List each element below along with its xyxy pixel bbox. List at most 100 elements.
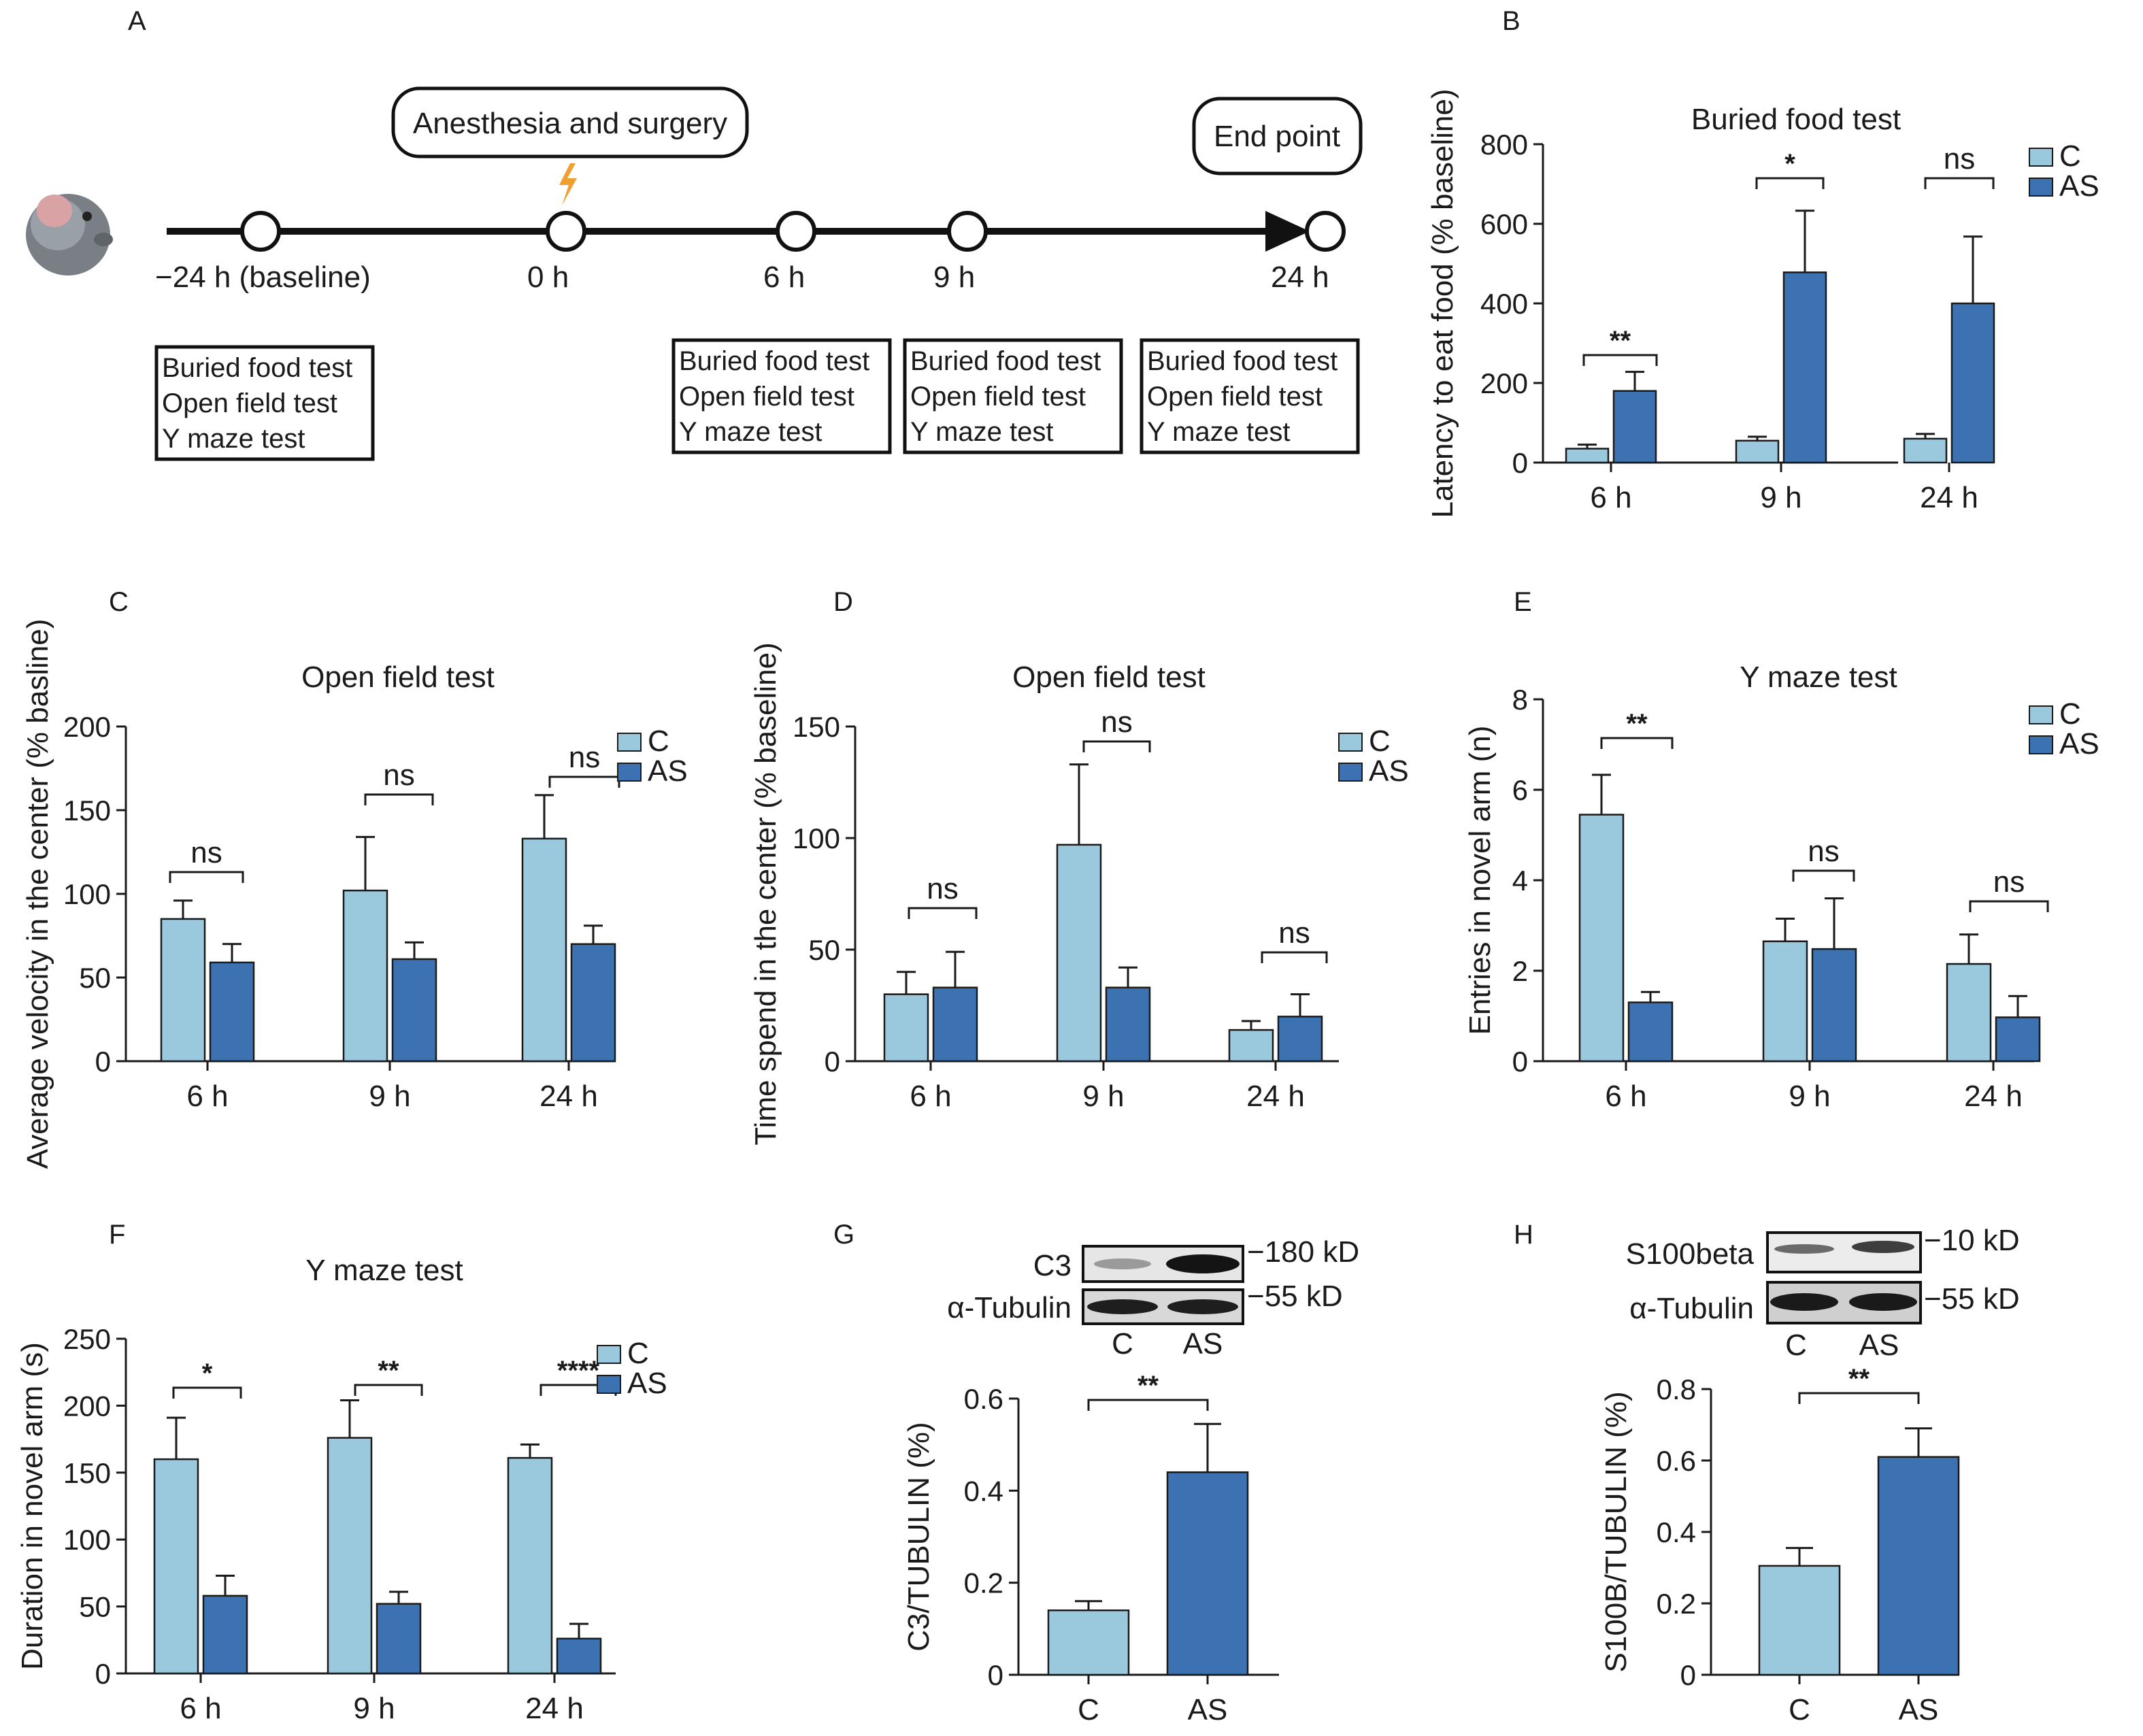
- bar-as: [1950, 302, 1995, 464]
- bar-as: [376, 1603, 422, 1675]
- bar-c: [1578, 814, 1625, 1063]
- y-axis-label: S100B/TUBULIN (%): [1599, 1391, 1633, 1672]
- legend-swatch-c: [1338, 733, 1363, 752]
- y-tick-label: 0: [1512, 1046, 1528, 1078]
- x-tick-label: 6 h: [910, 1080, 951, 1113]
- x-tick-label: 9 h: [1760, 481, 1801, 514]
- timepoint-label-0h: 0 h: [527, 261, 569, 294]
- significance-bracket: [908, 907, 978, 919]
- mouse-illustration: [26, 194, 113, 276]
- bar-c: [327, 1437, 373, 1675]
- y-tick-label: 600: [1480, 208, 1528, 240]
- y-tick-label: 200: [63, 711, 111, 743]
- blot-size-label: −55 kD: [1247, 1280, 1343, 1313]
- y-axis-label: Latency to eat food (% baseline): [1426, 88, 1459, 518]
- significance-label: **: [1137, 1371, 1159, 1401]
- legend-swatch-as: [597, 1375, 621, 1394]
- timepoint-label-baseline: −24 h (baseline): [155, 261, 371, 294]
- chart-e: 0 2 4 6 8 Entries in novel arm (n) Y maze test…: [1463, 661, 2099, 1113]
- timepoint-marker-9h: [947, 211, 988, 252]
- significance-label: ****: [557, 1356, 600, 1386]
- significance-bracket: [364, 793, 434, 805]
- y-axis-label: Time spend in the center (% baseline): [749, 642, 782, 1145]
- test-box-line: Open field test: [679, 382, 854, 412]
- significance-label: ns: [1808, 835, 1839, 868]
- y-tick-label: 0.6: [964, 1383, 1003, 1415]
- bar-c: [507, 1456, 553, 1675]
- test-box-line: Buried food test: [910, 346, 1101, 376]
- x-tick-label: C: [1078, 1693, 1099, 1726]
- timepoint-label-6h: 6 h: [763, 261, 805, 294]
- chart-h: 0 0.2 0.4 0.6 0.8 S100B/TUBULIN (%) C AS **: [1599, 1364, 1960, 1726]
- significance-bracket: [1755, 177, 1825, 189]
- significance-bracket: [1969, 900, 2049, 912]
- y-tick-label: 0: [988, 1659, 1003, 1691]
- x-tick-label: 9 h: [1789, 1080, 1830, 1113]
- panel-letter-d: D: [833, 587, 853, 617]
- bar-as: [1105, 986, 1151, 1063]
- y-tick-label: 200: [1480, 367, 1528, 399]
- x-tick-label: 9 h: [353, 1692, 395, 1725]
- test-box-6h: Buried food test Open field test Y maze …: [671, 338, 892, 454]
- legend-label-c: C: [1369, 724, 1391, 758]
- blot-band-label: S100beta: [1626, 1237, 1755, 1271]
- x-tick-label: C: [1789, 1693, 1810, 1726]
- y-axis-label: Duration in novel arm (s): [16, 1342, 49, 1670]
- test-box-line: Buried food test: [679, 346, 869, 376]
- y-tick-label: 0.8: [1657, 1373, 1696, 1405]
- bar-as: [1277, 1016, 1323, 1063]
- x-tick-label: 9 h: [369, 1080, 410, 1113]
- x-tick-label: 24 h: [1964, 1080, 2023, 1113]
- y-tick-label: 150: [63, 1457, 111, 1489]
- significance-label: *: [1784, 149, 1795, 179]
- bar-c: [1762, 940, 1808, 1063]
- y-tick-label: 0.4: [1657, 1516, 1696, 1548]
- y-axis-label: Average velocity in the center (% baslin…: [21, 619, 54, 1169]
- y-axis-label: Entries in novel arm (n): [1463, 726, 1497, 1035]
- panel-a: A −24 h (baseline) 0 h 6 h 9 h 24 h Anes…: [26, 6, 1363, 461]
- bar-as: [1627, 1001, 1674, 1063]
- significance-label: **: [1626, 709, 1648, 739]
- x-tick-label: 24 h: [525, 1692, 584, 1725]
- chart-title: Buried food test: [1691, 103, 1901, 136]
- blot-size-label: −55 kD: [1924, 1282, 2020, 1316]
- significance-bracket: [1798, 1392, 1920, 1404]
- x-tick-label: 24 h: [1920, 481, 1978, 514]
- significance-bracket: [1924, 177, 1995, 189]
- x-tick-label: 6 h: [1590, 481, 1631, 514]
- test-box-line: Y maze test: [679, 417, 822, 447]
- timepoint-marker-baseline: [240, 211, 281, 252]
- bar-as: [209, 961, 255, 1063]
- blot-lane-label: C: [1785, 1329, 1807, 1362]
- timeline-arrowhead: [1265, 211, 1310, 252]
- significance-label: **: [1848, 1364, 1870, 1394]
- test-box-line: Buried food test: [1147, 346, 1338, 376]
- test-box-line: Y maze test: [162, 424, 305, 454]
- bar-c: [342, 889, 388, 1063]
- chart-title: Y maze test: [1740, 661, 1897, 694]
- timepoint-marker-6h: [776, 211, 816, 252]
- y-tick-label: 4: [1512, 865, 1528, 897]
- chart-c: 0 50 100 150 200 Average velocity in the cent…: [21, 619, 688, 1169]
- significance-bracket: [1582, 354, 1658, 366]
- y-tick-label: 150: [63, 795, 111, 827]
- significance-label: ns: [569, 741, 600, 774]
- y-tick-label: 150: [793, 711, 840, 743]
- test-box-baseline: Buried food test Open field test Y maze …: [154, 345, 375, 461]
- chart-title: Open field test: [1012, 661, 1206, 694]
- legend-swatch-c: [597, 1345, 621, 1364]
- significance-label: **: [1610, 326, 1631, 356]
- significance-label: ns: [927, 872, 958, 905]
- chart-d: 0 50 100 150 Time spend in the center (% bas…: [749, 642, 1409, 1145]
- x-tick-label: 24 h: [1246, 1080, 1305, 1113]
- legend-label-as: AS: [627, 1367, 667, 1400]
- timepoint-marker-0h: [546, 211, 586, 252]
- y-tick-label: 200: [63, 1390, 111, 1422]
- bar-as: [1811, 948, 1857, 1063]
- bar-c: [1946, 963, 1992, 1063]
- blot-band-label: C3: [1033, 1249, 1072, 1282]
- y-tick-label: 100: [63, 1524, 111, 1556]
- legend-swatch-as: [617, 763, 642, 782]
- bar-as: [202, 1595, 248, 1675]
